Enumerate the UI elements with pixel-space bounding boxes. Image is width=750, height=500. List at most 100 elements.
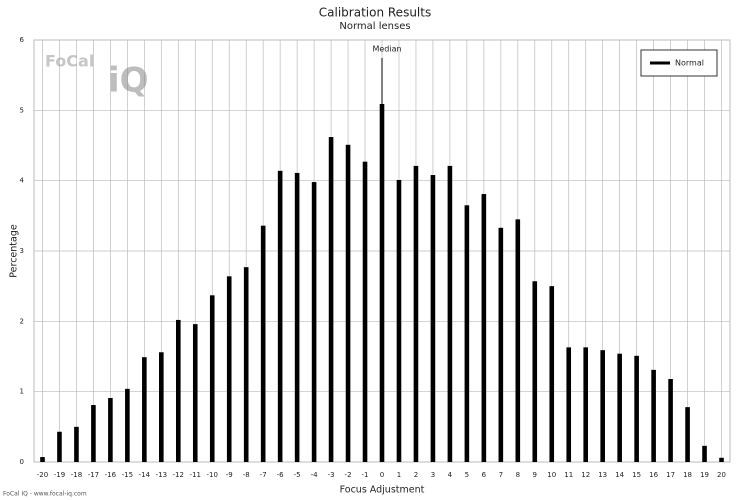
bar xyxy=(566,347,572,462)
x-tick-label: -2 xyxy=(345,471,352,479)
bar xyxy=(192,324,198,462)
bar xyxy=(515,219,521,462)
x-tick-label: -14 xyxy=(139,471,151,479)
x-tick-label: -9 xyxy=(226,471,233,479)
bar xyxy=(175,319,181,462)
y-tick-label: 0 xyxy=(20,458,24,466)
logo: FoCal iQ xyxy=(45,52,149,101)
legend-label: Normal xyxy=(675,59,704,68)
bar xyxy=(142,357,147,462)
x-tick-label: -7 xyxy=(260,471,267,479)
bar xyxy=(226,276,232,462)
x-tick-label: 14 xyxy=(615,471,624,479)
bar xyxy=(108,397,113,462)
bar xyxy=(651,369,656,462)
bar xyxy=(74,426,79,462)
x-tick-label: -10 xyxy=(207,471,218,479)
x-tick-label: 8 xyxy=(516,471,520,479)
bar xyxy=(532,281,538,462)
x-tick-label: 3 xyxy=(431,471,435,479)
x-tick-label: 19 xyxy=(700,471,709,479)
x-tick-label: 13 xyxy=(598,471,607,479)
bar xyxy=(209,295,215,462)
x-tick-label: 16 xyxy=(649,471,658,479)
x-tick-label: 18 xyxy=(683,471,692,479)
x-tick-label: 9 xyxy=(533,471,537,479)
x-tick-label: 15 xyxy=(632,471,641,479)
x-tick-label: 7 xyxy=(499,471,503,479)
x-tick-label: 1 xyxy=(397,471,401,479)
bar xyxy=(40,457,45,462)
chart-subtitle: Normal lenses xyxy=(339,21,410,32)
bar xyxy=(345,144,351,462)
x-tick-label: 20 xyxy=(717,471,726,479)
bar xyxy=(617,353,622,462)
bar xyxy=(277,170,283,462)
x-tick-label: 12 xyxy=(581,471,590,479)
bar xyxy=(549,286,555,462)
x-tick-label: 2 xyxy=(414,471,418,479)
y-tick-label: 1 xyxy=(20,388,24,396)
x-tick-label: -18 xyxy=(71,471,82,479)
chart-title: Calibration Results xyxy=(319,6,431,20)
x-tick-label: 10 xyxy=(547,471,556,479)
bar xyxy=(481,194,487,462)
x-tick-label: -6 xyxy=(277,471,285,479)
bar xyxy=(413,165,419,462)
x-tick-label: -12 xyxy=(173,471,184,479)
bar xyxy=(719,457,724,462)
annotation: Median xyxy=(372,45,401,54)
x-tick-label: -8 xyxy=(243,471,250,479)
bar xyxy=(430,175,436,463)
x-tick-label: 4 xyxy=(448,471,453,479)
y-axis-label: Percentage xyxy=(9,224,20,278)
x-tick-label: -4 xyxy=(311,471,319,479)
bar xyxy=(702,445,707,462)
x-tick-label: 11 xyxy=(564,471,573,479)
x-axis-label: Focus Adjustment xyxy=(340,485,425,496)
x-tick-label: -13 xyxy=(156,471,167,479)
bar xyxy=(464,205,470,463)
bar xyxy=(668,379,673,462)
y-tick-label: 2 xyxy=(20,317,24,325)
bar xyxy=(57,431,62,462)
x-tick-label: 6 xyxy=(482,471,487,479)
y-tick-label: 6 xyxy=(20,36,25,44)
y-tick-label: 4 xyxy=(20,177,25,185)
x-tick-label: -16 xyxy=(105,471,117,479)
bar xyxy=(91,405,96,462)
bar xyxy=(260,225,266,462)
x-tick-label: 17 xyxy=(666,471,675,479)
x-tick-label: -5 xyxy=(294,471,301,479)
x-tick-label: -1 xyxy=(362,471,369,479)
x-tick-label: -15 xyxy=(122,471,133,479)
x-tick-label: -17 xyxy=(88,471,99,479)
x-tick-label: 0 xyxy=(380,471,384,479)
y-tick-label: 3 xyxy=(20,247,24,255)
x-tick-label: -3 xyxy=(328,471,335,479)
bar xyxy=(362,161,368,462)
y-tick-label: 5 xyxy=(20,106,24,114)
x-tick-label: -19 xyxy=(54,471,65,479)
logo-text: FoCal xyxy=(45,52,94,71)
bar xyxy=(125,388,130,462)
marks: Median xyxy=(40,45,724,463)
bar xyxy=(243,267,249,462)
bar xyxy=(294,172,300,462)
x-tick-label: -11 xyxy=(190,471,201,479)
bar xyxy=(498,227,504,462)
bar xyxy=(396,179,402,463)
bar xyxy=(311,182,317,462)
bar xyxy=(159,352,164,462)
x-tick-label: 5 xyxy=(465,471,469,479)
logo-text: iQ xyxy=(108,61,149,101)
x-tick-label: -20 xyxy=(37,471,48,479)
bar xyxy=(447,165,453,462)
bar xyxy=(328,137,334,462)
bar xyxy=(583,347,589,462)
bar xyxy=(600,350,605,462)
bar xyxy=(685,407,690,462)
footer: FoCal IQ - www.focal-iq.com xyxy=(3,491,87,498)
bar xyxy=(634,355,639,462)
